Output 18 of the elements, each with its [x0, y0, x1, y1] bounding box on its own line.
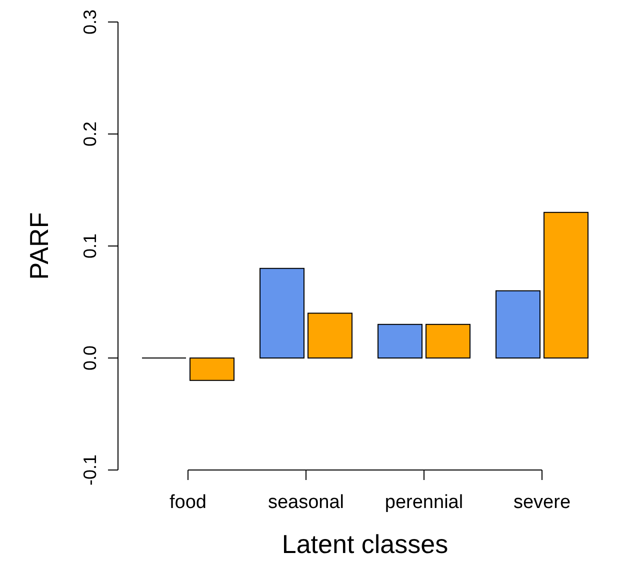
- y-tick-label: 0.2: [80, 121, 100, 147]
- x-tick-label: seasonal: [268, 492, 344, 513]
- y-tick-label: 0.1: [80, 233, 100, 259]
- bar: [190, 358, 234, 381]
- y-tick-label: 0.3: [80, 9, 100, 35]
- bar: [260, 268, 304, 358]
- y-tick-label: -0.1: [80, 454, 100, 486]
- bar: [496, 290, 540, 358]
- x-axis-title: Latent classes: [282, 529, 448, 559]
- x-tick-label: food: [170, 492, 206, 513]
- bar: [426, 324, 470, 358]
- x-tick-label: perennial: [384, 492, 464, 513]
- bar: [378, 324, 422, 358]
- y-tick-label: 0.0: [80, 345, 100, 371]
- bar: [544, 212, 588, 358]
- bar: [308, 312, 352, 358]
- x-tick-label: severe: [513, 492, 571, 513]
- y-axis-title: PARF: [24, 212, 54, 280]
